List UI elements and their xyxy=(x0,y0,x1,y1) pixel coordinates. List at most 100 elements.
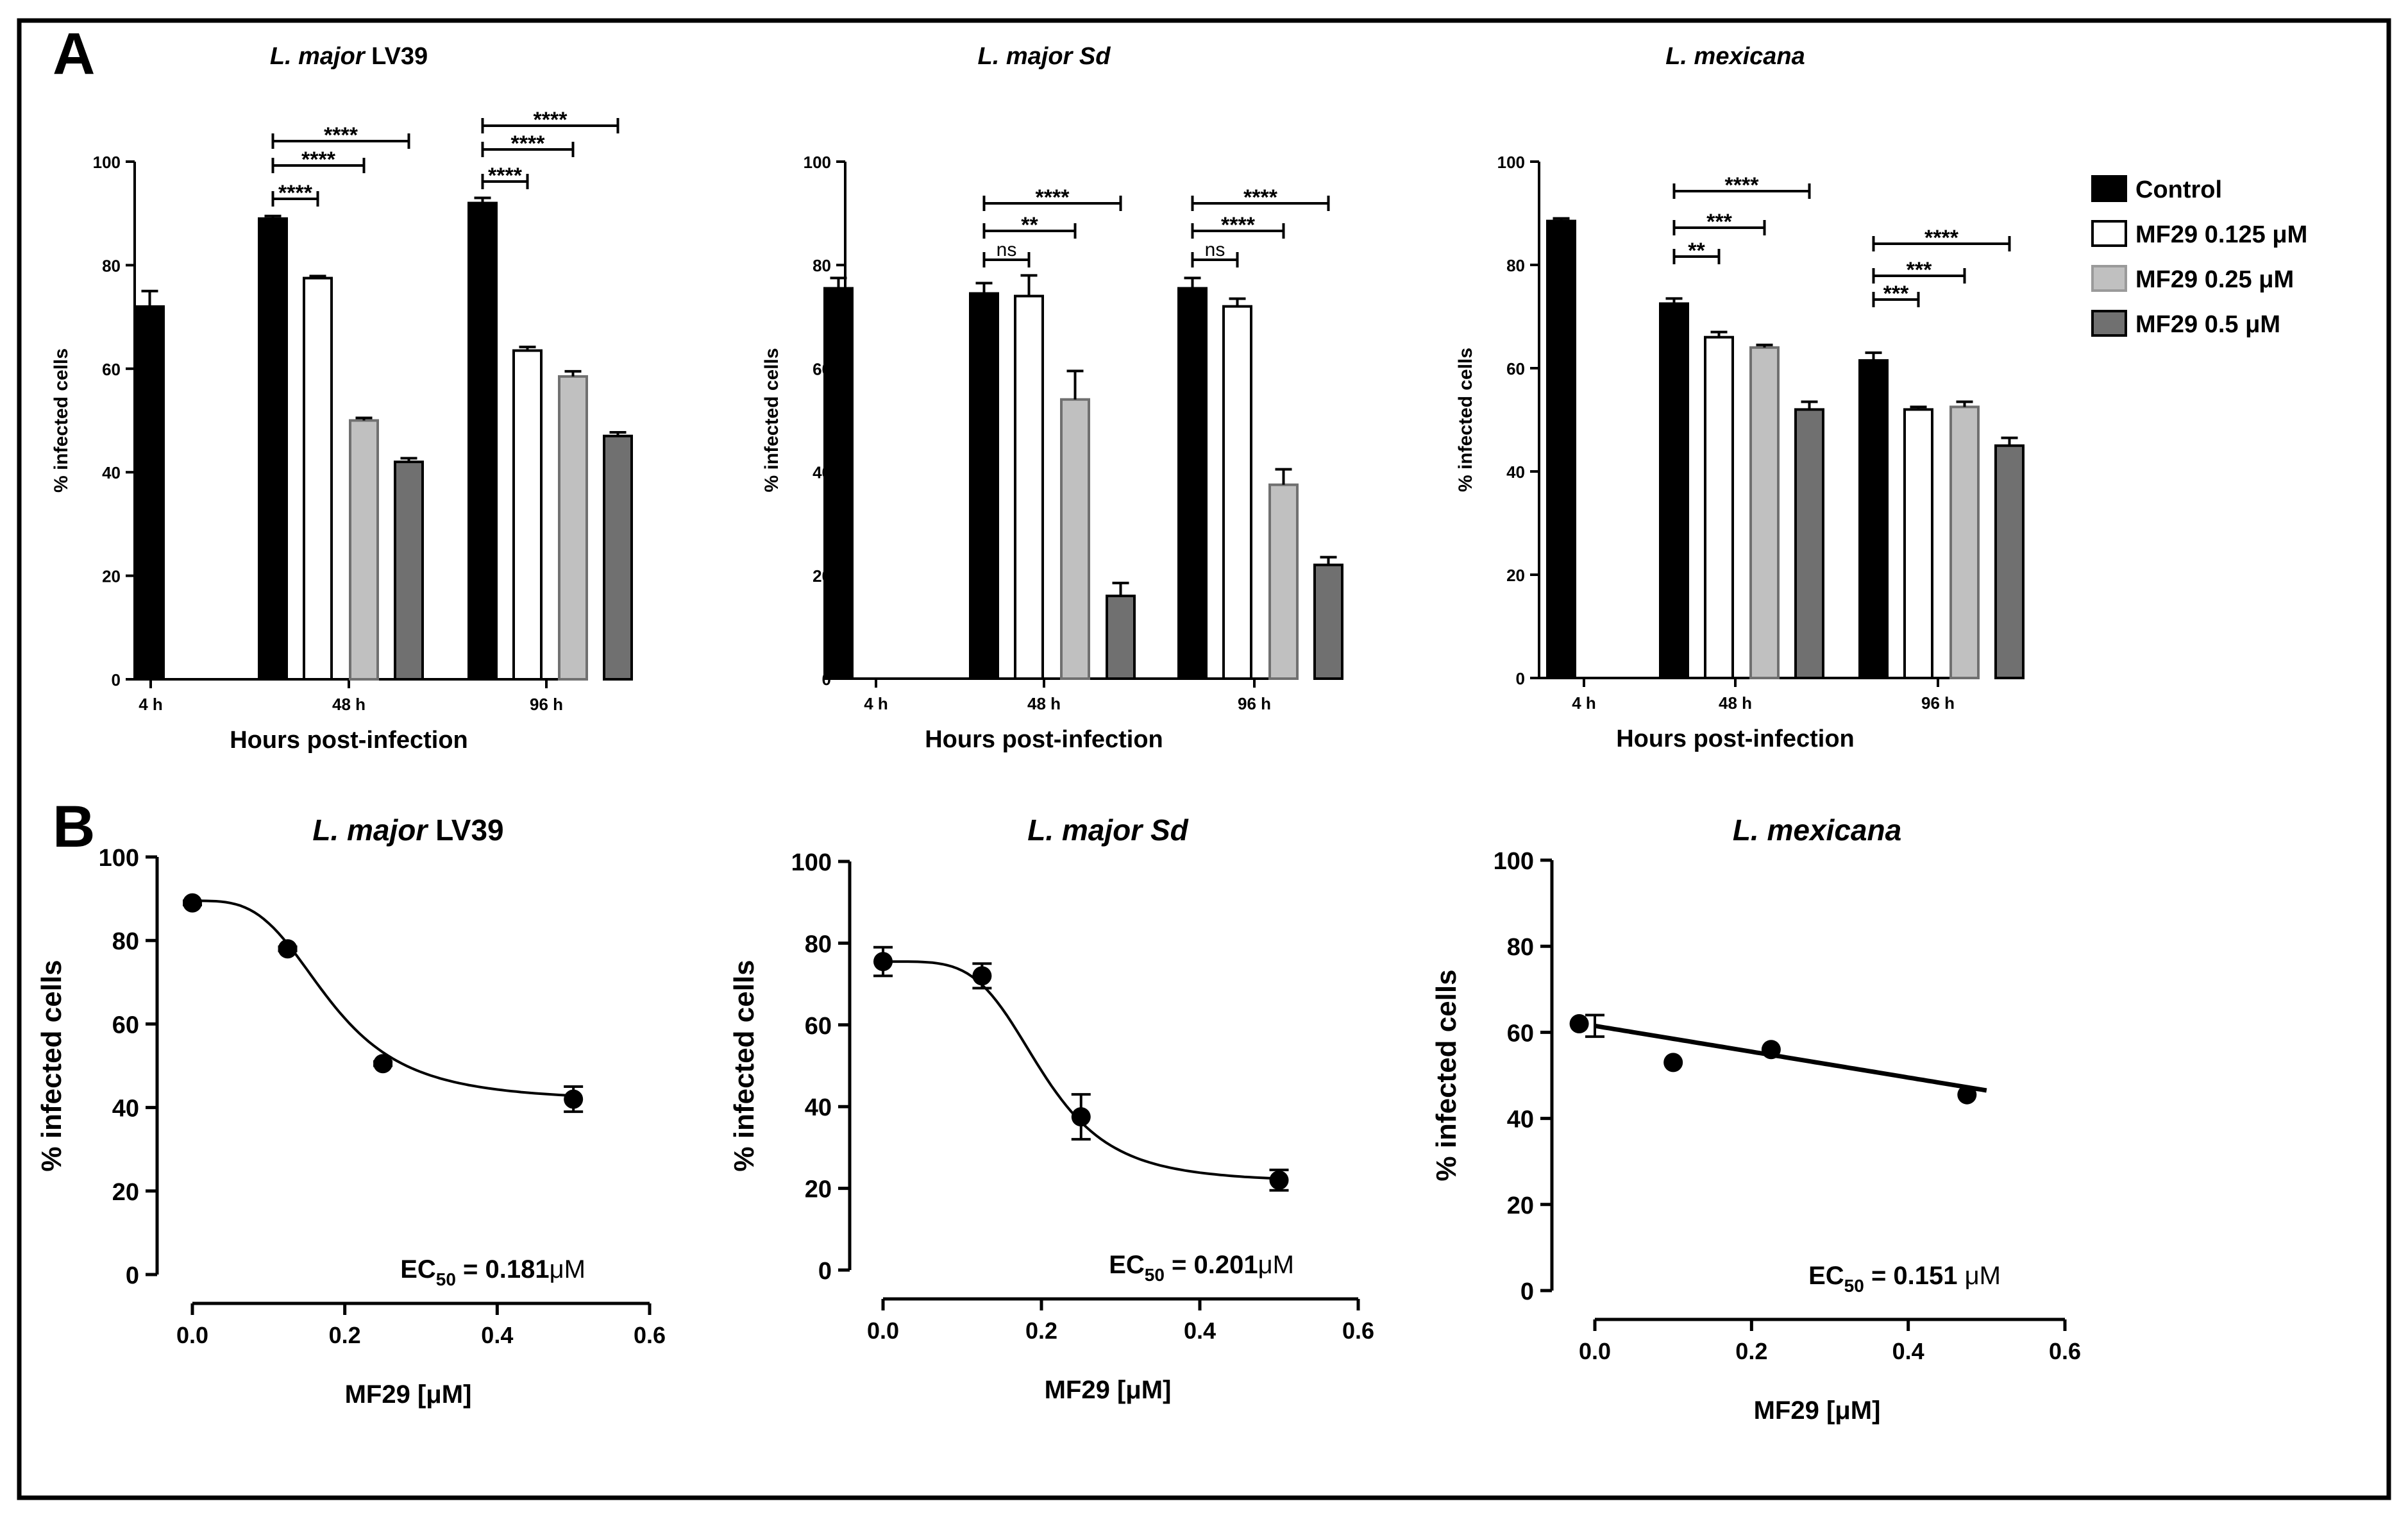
figure-border xyxy=(17,18,2391,1500)
ec50-annotation: EC50 = 0.181μM xyxy=(400,1255,585,1289)
significance-label: **** xyxy=(488,164,523,188)
bar-chart-lv39: L. major LV39 0 20 40 60 80 100 4 h 48 h 96 h Hour… xyxy=(51,43,633,754)
x-tick-label: 0.6 xyxy=(2049,1338,2081,1364)
bar xyxy=(1060,398,1090,680)
data-point xyxy=(564,1089,584,1109)
significance-label: ** xyxy=(1021,213,1038,237)
x-axis-label: MF29 [μM] xyxy=(1045,1376,1172,1404)
significance-label: **** xyxy=(324,123,358,148)
bar xyxy=(1858,359,1889,679)
legend-label: MF29 0.125 μM xyxy=(2135,221,2307,248)
legend: Control MF29 0.125 μM MF29 0.25 μM MF29 0.5… xyxy=(2091,175,2307,338)
bar xyxy=(394,461,424,681)
x-tick-label: 4 h xyxy=(864,694,888,713)
significance-label: **** xyxy=(1243,185,1278,210)
chart-title: L. major LV39 xyxy=(312,813,503,847)
y-tick-label: 0 xyxy=(1520,1278,1534,1305)
x-tick-label: 0.6 xyxy=(1342,1318,1374,1344)
x-tick-label: 0.0 xyxy=(867,1318,899,1344)
y-tick-label: 0 xyxy=(126,1262,139,1289)
chart-title-italic: L. mexicana xyxy=(1665,43,1805,70)
y-tick-label: 20 xyxy=(102,567,121,586)
y-axis-label: % infected cells xyxy=(36,960,67,1171)
ec50-subscript: 50 xyxy=(1844,1276,1864,1296)
dose-response-lv39: L. major LV39 0 20 40 60 80 100 0.0 0.2 0.4 0.6 MF2… xyxy=(36,813,666,1409)
significance-label: ** xyxy=(1688,239,1705,263)
x-tick-label: 48 h xyxy=(1027,694,1061,713)
x-axis-label: Hours post-infection xyxy=(1616,725,1855,752)
y-tick-label: 100 xyxy=(804,153,831,172)
significance-label: *** xyxy=(1883,282,1909,306)
y-tick-label: 40 xyxy=(102,463,121,482)
significance-label: **** xyxy=(1924,226,1959,250)
y-tick-label: 80 xyxy=(1507,934,1534,961)
x-tick-label: 0.0 xyxy=(176,1322,208,1348)
data-point xyxy=(1569,1013,1589,1033)
bar xyxy=(135,305,165,681)
significance-label: *** xyxy=(1907,258,1932,282)
bar xyxy=(1222,305,1252,680)
data-point xyxy=(873,952,893,972)
ec50-annotation: EC50 = 0.201μM xyxy=(1109,1251,1294,1285)
y-tick-label: 100 xyxy=(1494,848,1534,875)
data-point xyxy=(278,939,298,959)
dose-response-sd: L. major Sd 0 20 40 60 80 100 0.0 0.2 0.4 0.6 MF29 … xyxy=(728,813,1374,1404)
chart-title: L. mexicana xyxy=(1665,43,1805,70)
significance-label: **** xyxy=(278,181,313,205)
x-tick-label: 96 h xyxy=(1238,694,1271,713)
chart-title: L. mexicana xyxy=(1733,813,1901,847)
bar xyxy=(303,276,333,681)
ec50-prefix: EC xyxy=(1808,1262,1844,1290)
significance-label: *** xyxy=(1706,210,1732,234)
ec50-prefix: EC xyxy=(1109,1251,1145,1279)
y-tick-label: 20 xyxy=(805,1176,832,1203)
data-point xyxy=(1957,1085,1977,1105)
fit-curve xyxy=(192,899,574,1097)
chart-title-rest: LV39 xyxy=(427,813,503,847)
bar xyxy=(1313,563,1343,680)
chart-title: L. major Sd xyxy=(978,43,1111,70)
y-tick-label: 40 xyxy=(805,1094,832,1121)
data-point xyxy=(1663,1053,1683,1072)
x-tick-label: 0.4 xyxy=(481,1322,513,1348)
legend-swatch xyxy=(2091,175,2127,202)
bar xyxy=(1704,335,1734,679)
x-tick-label: 0.0 xyxy=(1579,1338,1611,1364)
bar xyxy=(823,287,854,681)
x-axis-label: MF29 [μM] xyxy=(345,1380,472,1409)
y-tick-label: 0 xyxy=(112,670,121,690)
y-tick-label: 80 xyxy=(102,256,121,275)
bar xyxy=(1749,346,1780,679)
y-tick-label: 60 xyxy=(1507,1020,1534,1047)
significance-label: ns xyxy=(997,239,1017,260)
ec50-prefix: EC xyxy=(400,1255,436,1284)
legend-swatch xyxy=(2091,310,2127,337)
y-tick-label: 100 xyxy=(791,849,832,876)
ec50-unit: μM xyxy=(1258,1251,1294,1279)
bar xyxy=(969,292,999,680)
y-tick-label: 40 xyxy=(1507,1106,1534,1133)
significance-label: **** xyxy=(301,148,336,172)
y-tick-label: 100 xyxy=(93,153,121,172)
x-tick-label: 0.2 xyxy=(1025,1318,1057,1344)
bar xyxy=(1949,405,1980,679)
x-axis-label: Hours post-infection xyxy=(925,726,1163,753)
fit-curve xyxy=(1594,1023,1987,1093)
bar xyxy=(1014,294,1044,680)
ec50-unit: μM xyxy=(550,1255,585,1284)
y-tick-label: 60 xyxy=(1506,359,1525,378)
ec50-subscript: 50 xyxy=(436,1269,456,1289)
y-tick-label: 80 xyxy=(1506,256,1525,275)
legend-label: Control xyxy=(2135,176,2222,203)
significance-label: **** xyxy=(1725,173,1760,198)
ec50-annotation: EC50 = 0.151 μM xyxy=(1808,1262,2001,1296)
bar xyxy=(349,419,379,681)
y-tick-label: 60 xyxy=(805,1013,832,1040)
bar xyxy=(1794,408,1824,680)
bar xyxy=(1994,444,2025,679)
dose-response-mexicana: L. mexicana 0 20 40 60 80 100 0.0 0.2 0.4 0.6 MF29 … xyxy=(1431,813,2081,1425)
y-tick-label: 20 xyxy=(1507,1192,1534,1219)
significance-label: ns xyxy=(1205,239,1225,260)
bar xyxy=(603,434,633,681)
